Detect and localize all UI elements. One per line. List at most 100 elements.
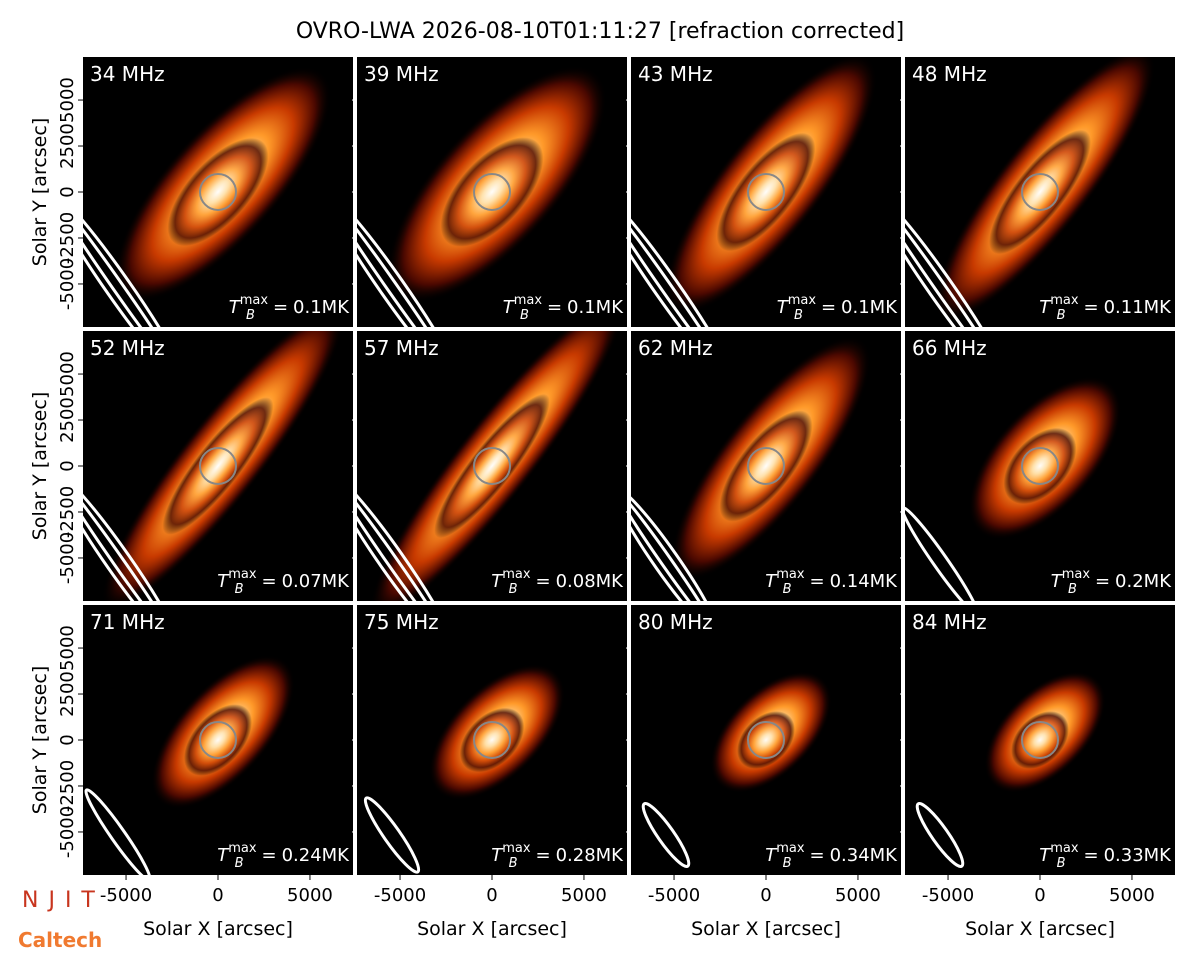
tb-symbol: T (765, 571, 778, 592)
y-tick-label: -2500 (57, 760, 78, 812)
y-axis-label: Solar Y [arcsec] (29, 666, 51, 814)
emission-core (719, 410, 813, 522)
x-axis-label: Solar X [arcsec] (143, 918, 293, 940)
beam (84, 788, 152, 875)
frequency-label: 57 MHz (364, 336, 439, 360)
beam (83, 195, 183, 327)
tb-max-label: Tmax B = 0.34MK (765, 841, 898, 871)
x-tick-label: -5000 (922, 885, 974, 906)
panel (83, 331, 353, 601)
beam-sidelobe (631, 486, 720, 601)
x-tick-label: 0 (760, 885, 771, 906)
solar-disk (199, 721, 237, 759)
tb-sup: max (788, 293, 817, 308)
tb-max-value: 0.1MK (841, 297, 898, 318)
tb-symbol: T (217, 845, 230, 866)
tb-max-label: Tmax B = 0.14MK (765, 567, 898, 597)
y-tick-label: -2500 (57, 486, 78, 538)
frequency-label: 71 MHz (90, 610, 165, 634)
tb-sub: B (794, 308, 803, 323)
y-tick-label: 2500 (57, 397, 78, 443)
solar-disk (1021, 447, 1059, 485)
tb-sup: max (228, 841, 257, 856)
tb-sup: max (776, 567, 805, 582)
solar-disk (199, 447, 237, 485)
tb-sup: max (502, 567, 531, 582)
tb-sup: max (1050, 841, 1079, 856)
x-tick-label: 0 (212, 885, 223, 906)
panel (631, 605, 901, 875)
tb-max-value: 0.1MK (567, 297, 624, 318)
tb-eq: = (535, 571, 550, 592)
tb-max-value: 0.33MK (1104, 845, 1173, 866)
solar-disk (473, 447, 511, 485)
tb-max-value: 0.28MK (556, 845, 625, 866)
frequency-label: 84 MHz (912, 610, 987, 634)
tb-eq: = (261, 845, 276, 866)
tb-symbol: T (229, 297, 242, 318)
beam-sidelobe (83, 190, 187, 327)
tb-eq: = (1083, 845, 1098, 866)
beam (357, 195, 457, 327)
tb-sub: B (783, 582, 792, 597)
panel (905, 331, 1175, 601)
tb-eq: = (821, 297, 836, 318)
y-axis-label: Solar Y [arcsec] (29, 392, 51, 540)
tb-symbol: T (1039, 845, 1052, 866)
tb-eq: = (273, 297, 288, 318)
solar-disk (1021, 721, 1059, 759)
x-tick-label: -5000 (648, 885, 700, 906)
x-tick-label: -5000 (100, 885, 152, 906)
x-tick-label: -5000 (374, 885, 426, 906)
tb-eq: = (809, 845, 824, 866)
beam (631, 195, 731, 327)
tb-max-label: Tmax B = 0.1MK (503, 293, 625, 323)
beam (905, 195, 1005, 327)
emission-core (440, 137, 544, 247)
tb-eq: = (1083, 297, 1098, 318)
emission-core (183, 704, 253, 776)
tb-eq: = (809, 571, 824, 592)
solar-disk (473, 721, 511, 759)
y-tick-label: 2500 (57, 671, 78, 717)
y-tick-label: 0 (57, 186, 78, 197)
tb-sup: max (776, 841, 805, 856)
tb-sub: B (1057, 308, 1066, 323)
emission-core (1011, 711, 1069, 769)
solar-disk (199, 173, 237, 211)
emission-core (737, 711, 795, 769)
tb-max-value: 0.11MK (1104, 297, 1173, 318)
x-tick-label: 5000 (561, 885, 607, 906)
tb-sup: max (514, 293, 543, 308)
tb-max-label: Tmax B = 0.1MK (777, 293, 899, 323)
x-tick-label: 0 (486, 885, 497, 906)
y-tick-label: -5000 (57, 532, 78, 584)
emission-core (167, 137, 269, 247)
tb-sub: B (783, 856, 792, 871)
tb-eq: = (261, 571, 276, 592)
tb-sub: B (1057, 856, 1066, 871)
tb-sub: B (235, 582, 244, 597)
tb-max-value: 0.2MK (1115, 571, 1172, 592)
tb-eq: = (1095, 571, 1110, 592)
beam (83, 477, 178, 601)
y-tick-label: 5000 (57, 351, 78, 397)
beam-sidelobe (83, 473, 181, 601)
x-tick-label: 0 (1034, 885, 1045, 906)
tb-sub: B (246, 308, 255, 323)
panel (631, 57, 901, 327)
tb-sub: B (235, 856, 244, 871)
panel (905, 57, 1175, 327)
tb-max-value: 0.24MK (282, 845, 351, 866)
solar-disk (1021, 173, 1059, 211)
tb-sub: B (509, 856, 518, 871)
caltech-logo: Caltech (18, 928, 102, 952)
tb-max-value: 0.07MK (282, 571, 351, 592)
tb-symbol: T (765, 845, 778, 866)
tb-max-label: Tmax B = 0.1MK (229, 293, 351, 323)
x-tick-label: 5000 (1109, 885, 1155, 906)
frequency-label: 52 MHz (90, 336, 165, 360)
frequency-label: 75 MHz (364, 610, 439, 634)
panel (357, 331, 627, 601)
tb-max-label: Tmax B = 0.24MK (217, 841, 350, 871)
